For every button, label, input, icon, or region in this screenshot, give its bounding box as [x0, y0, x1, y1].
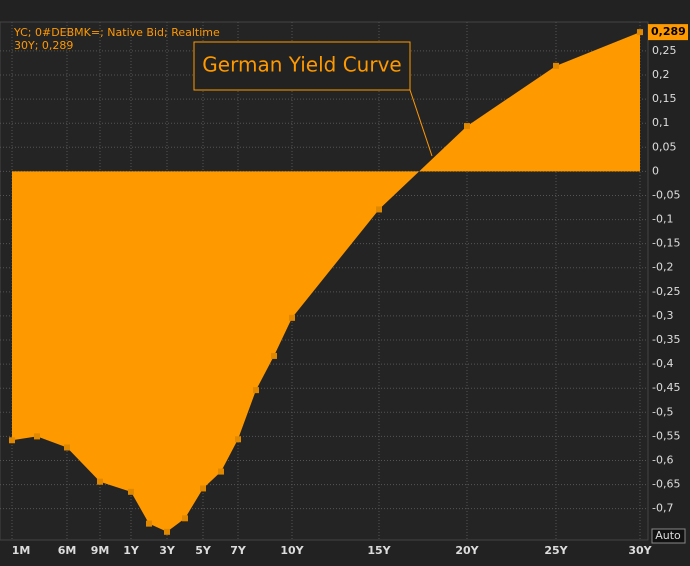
auto-button-label[interactable]: Auto [655, 529, 681, 542]
y-tick-label: 0,25 [652, 44, 677, 57]
point [128, 488, 134, 495]
y-tick-label: 0 [652, 164, 659, 177]
last-value-tag [648, 24, 688, 41]
point [164, 528, 170, 535]
point [34, 433, 40, 440]
annotation-line [409, 89, 433, 157]
x-tick-label: 25Y [544, 544, 568, 557]
point [64, 444, 70, 451]
y-tick-label: -0,6 [652, 453, 673, 466]
legend: 30Y; 0,289 [14, 39, 73, 52]
x-tick-label: 7Y [230, 544, 247, 557]
x-tick-label: 30Y [628, 544, 652, 557]
y-tick-label: -0,35 [652, 333, 680, 346]
point [182, 515, 188, 522]
x-tick-label: 6M [58, 544, 77, 557]
point [9, 437, 15, 444]
header: YC; 0#DEBMK=; Native Bid; Realtime [13, 26, 220, 39]
x-tick-label: 1Y [123, 544, 140, 557]
point [97, 478, 103, 485]
last-value-label: 0,289 [651, 25, 686, 38]
y-tick-label: -0,55 [652, 429, 680, 442]
x-tick-label: 10Y [280, 544, 304, 557]
point [200, 485, 206, 492]
x-tick-label: 15Y [367, 544, 391, 557]
area [12, 32, 640, 532]
point [289, 314, 295, 321]
point [218, 468, 224, 475]
x-tick-label: 3Y [159, 544, 176, 557]
point [637, 29, 643, 36]
y-tick-label: 0,2 [652, 68, 670, 81]
y-tick-label: -0,7 [652, 502, 673, 515]
y-tick-label: -0,2 [652, 261, 673, 274]
annotation: German Yield Curve [202, 53, 401, 77]
x-tick-label: 9M [91, 544, 110, 557]
y-tick-label: 0,1 [652, 116, 670, 129]
y-tick-label: -0,3 [652, 309, 673, 322]
y-tick-label: -0,25 [652, 285, 680, 298]
y-tick-label: -0,15 [652, 237, 680, 250]
point [235, 436, 241, 443]
point [376, 206, 382, 213]
y-tick-label: 0,05 [652, 140, 677, 153]
y-tick-label: -0,65 [652, 478, 680, 491]
y-tick-label: -0,4 [652, 357, 673, 370]
auto-button[interactable] [651, 528, 686, 544]
y-tick-label: -0,05 [652, 188, 680, 201]
point [464, 123, 470, 130]
x-tick-label: 20Y [455, 544, 479, 557]
point [253, 387, 259, 394]
y-tick-label: 0,15 [652, 92, 677, 105]
point [553, 62, 559, 69]
x-tick-label: 1M [12, 544, 31, 557]
point [146, 520, 152, 527]
y-tick-label: -0,5 [652, 405, 673, 418]
x-tick-label: 5Y [195, 544, 212, 557]
y-tick-label: -0,1 [652, 213, 673, 226]
y-tick-label: -0,45 [652, 381, 680, 394]
point [271, 352, 277, 359]
annotation-box [193, 41, 411, 91]
